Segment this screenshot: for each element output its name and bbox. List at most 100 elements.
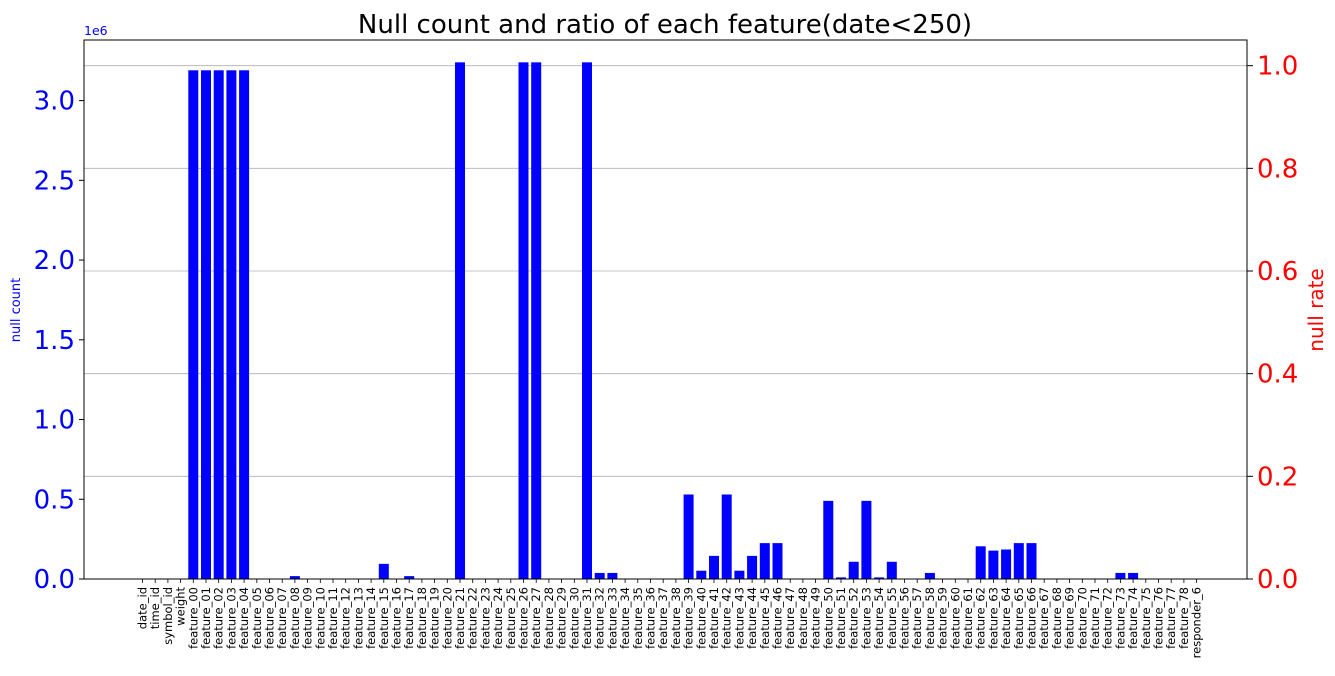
bar-feature_02: [213, 70, 224, 579]
bar-feature_00: [188, 70, 199, 579]
bar-feature_74: [1128, 572, 1139, 579]
bar-feature_63: [988, 550, 999, 579]
x-tick-label: feature_07: [275, 587, 289, 649]
bar-feature_44: [747, 555, 758, 579]
y-tick-label: 1.5: [34, 326, 75, 356]
bar-feature_01: [201, 70, 211, 579]
bar-feature_26: [518, 62, 529, 580]
x-tick-label: feature_54: [872, 587, 886, 649]
x-tick-label: symbol_id: [161, 587, 175, 645]
x-tick-label: feature_74: [1126, 587, 1140, 649]
x-tick-label: feature_58: [923, 587, 937, 649]
x-tick-label: feature_45: [758, 587, 772, 649]
x-tick-label: feature_37: [656, 587, 670, 649]
x-tick-label: feature_69: [1063, 587, 1077, 649]
bar-feature_55: [886, 561, 897, 579]
y2-axis-label: null rate: [1304, 268, 1328, 351]
x-tick-label: feature_15: [377, 587, 391, 649]
x-tick-label: feature_28: [542, 587, 556, 649]
bar-feature_03: [226, 70, 237, 579]
grid-lines: [84, 65, 1247, 477]
y-tick-label: 0.0: [34, 565, 75, 595]
x-tick-label: feature_78: [1177, 587, 1191, 649]
x-tick-label: feature_55: [885, 587, 899, 649]
x-tick-label: feature_06: [263, 587, 277, 649]
x-tick-label: feature_44: [745, 587, 759, 649]
x-tick-label: feature_10: [313, 587, 327, 649]
bar-feature_73: [1115, 572, 1126, 579]
y-axis-label: null count: [9, 278, 24, 343]
y2-tick-label: 0.2: [1257, 462, 1298, 492]
x-tick-label: feature_71: [1088, 587, 1102, 649]
bar-feature_46: [772, 543, 783, 579]
x-tick-label: feature_42: [720, 587, 734, 649]
left-y-axis: 0.0 0.5 1.0 1.5 2.0 2.5 3.0: [34, 87, 84, 595]
x-tick-label: feature_23: [478, 587, 492, 649]
y-offset-label: 1e6: [84, 23, 108, 38]
x-tick-label: feature_39: [682, 587, 696, 649]
chart-title: Null count and ratio of each feature(dat…: [358, 10, 972, 40]
y2-tick-label: 1.0: [1257, 52, 1298, 82]
right-y-axis: 0.0 0.2 0.4 0.6 0.8 1.0: [1247, 52, 1298, 595]
y-tick-label: 1.0: [34, 406, 75, 436]
x-tick-label: feature_30: [567, 587, 581, 649]
x-tick-label: feature_41: [707, 587, 721, 649]
x-tick-label: feature_46: [771, 587, 785, 649]
x-tick-label: feature_75: [1139, 587, 1153, 649]
x-tick-label: feature_72: [1101, 587, 1115, 649]
bar-feature_43: [734, 570, 745, 579]
x-tick-label: date_id: [136, 587, 150, 629]
y2-tick-label: 0.0: [1257, 565, 1298, 595]
bar-feature_45: [759, 543, 770, 579]
x-tick-label: feature_11: [326, 587, 340, 649]
bar-feature_15: [378, 563, 389, 579]
x-tick-label: feature_67: [1037, 587, 1051, 649]
bar-feature_33: [607, 572, 618, 579]
x-tick-label: feature_66: [1025, 587, 1039, 649]
x-tick-label: feature_24: [491, 587, 505, 649]
x-tick-label: feature_09: [301, 587, 315, 649]
bar-feature_66: [1026, 543, 1037, 579]
x-tick-label: feature_51: [834, 587, 848, 649]
x-tick-label: feature_18: [415, 587, 429, 649]
x-tick-label: feature_35: [631, 587, 645, 649]
x-tick-label: weight: [174, 587, 188, 626]
bar-feature_50: [823, 500, 834, 579]
x-tick-label: feature_59: [936, 587, 950, 649]
x-tick-label: feature_50: [821, 587, 835, 649]
x-tick-label: feature_14: [364, 587, 378, 649]
bar-feature_04: [239, 70, 250, 579]
x-tick-label: feature_19: [428, 587, 442, 649]
x-tick-label: feature_53: [859, 587, 873, 649]
x-tick-label: feature_63: [986, 587, 1000, 649]
x-tick-label: feature_29: [555, 587, 569, 649]
x-tick-label: feature_32: [593, 587, 607, 649]
x-tick-label: feature_38: [669, 587, 683, 649]
x-tick-label: feature_34: [618, 587, 632, 649]
bar-feature_42: [721, 494, 732, 579]
y2-tick-label: 0.4: [1257, 360, 1298, 390]
x-tick-label: feature_12: [339, 587, 353, 649]
bar-feature_41: [709, 555, 719, 579]
x-tick-label: feature_26: [517, 587, 531, 649]
bar-feature_39: [683, 494, 694, 579]
y-tick-label: 0.5: [34, 485, 75, 515]
x-tick-label: feature_31: [580, 587, 594, 649]
x-tick-label: feature_25: [504, 587, 518, 649]
x-tick-label: feature_27: [529, 587, 543, 649]
y-tick-label: 3.0: [34, 87, 75, 117]
bar-feature_53: [861, 500, 872, 579]
x-tick-label: feature_49: [809, 587, 823, 649]
x-tick-label: feature_48: [796, 587, 810, 649]
bar-feature_27: [531, 62, 542, 580]
x-tick-label: feature_01: [199, 587, 213, 649]
x-tick-label: feature_21: [453, 587, 467, 649]
x-tick-label: feature_40: [694, 587, 708, 649]
x-tick-label: feature_76: [1152, 587, 1166, 649]
x-tick-label: feature_70: [1075, 587, 1089, 649]
x-tick-label: feature_52: [847, 587, 861, 649]
x-tick-label: feature_68: [1050, 587, 1064, 649]
bars: [188, 62, 1139, 580]
plot-frame: [83, 39, 1248, 580]
x-tick-label: feature_00: [186, 587, 200, 649]
